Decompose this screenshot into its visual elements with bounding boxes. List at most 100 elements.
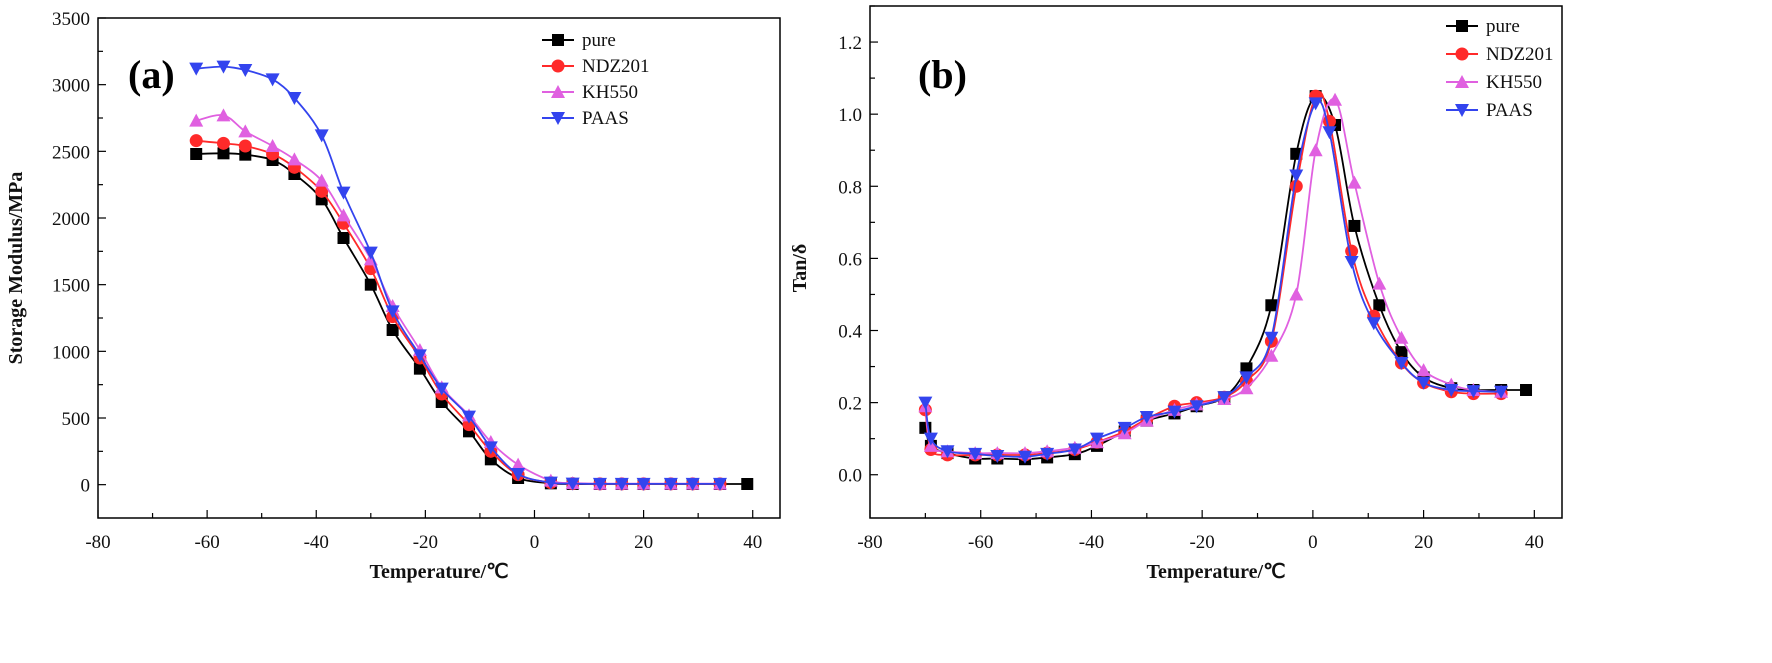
legend-label: PAAS: [1486, 100, 1533, 121]
data-point: [1240, 362, 1253, 375]
data-point: [1264, 331, 1279, 345]
x-tick-label: -20: [413, 532, 438, 553]
x-tick-label: 40: [1525, 532, 1544, 553]
data-point: [543, 476, 558, 490]
data-point: [1067, 443, 1082, 457]
data-point: [565, 477, 580, 491]
panel-b: -80 -60 -40 -20 0 20 40 0.0 0.2 0.4 0.6 0.8 1.0 1.2 Te…: [789, 5, 1563, 583]
data-point: [462, 410, 477, 424]
series-line: [924, 94, 1527, 461]
x-tick-label: -80: [857, 532, 882, 553]
data-point: [238, 64, 253, 77]
data-point: [1345, 244, 1359, 258]
x-tick-label: 40: [743, 532, 762, 553]
y-tick-label: 0.2: [838, 394, 862, 415]
legend-marker: [552, 34, 564, 46]
data-point: [1416, 363, 1431, 377]
y-tick-label: 1000: [52, 342, 90, 363]
data-point: [923, 432, 938, 446]
data-point: [1289, 287, 1304, 301]
data-point: [511, 457, 526, 471]
panel-a: -80 -60 -40 -20 0 20 40 0 500 1000 1500 2000 2500 300…: [5, 9, 781, 583]
legend: pure NDZ201 KH550 PAAS: [1446, 16, 1554, 121]
y-tick-label: 3500: [52, 9, 90, 30]
legend-label: PAAS: [582, 108, 629, 129]
data-point: [511, 468, 526, 481]
y-tick-label: 2000: [52, 209, 90, 230]
data-point: [1308, 97, 1323, 111]
data-point: [189, 113, 204, 127]
data-point: [364, 278, 377, 291]
data-point: [1347, 175, 1362, 189]
data-point: [315, 184, 329, 198]
legend-marker: [1456, 20, 1468, 32]
data-point: [1394, 330, 1409, 344]
series-line: [924, 100, 1502, 458]
data-point: [1395, 346, 1408, 359]
data-point: [1089, 432, 1104, 446]
data-point: [189, 62, 204, 76]
series-ndz201: [189, 134, 727, 491]
y-tick-label: 0.0: [838, 466, 862, 487]
series-paas: [918, 97, 1509, 464]
x-tick-label: -60: [194, 532, 219, 553]
data-point: [940, 445, 955, 459]
y-tick-label: 0.4: [838, 322, 862, 343]
y-axis-title: Tan/δ: [789, 244, 811, 293]
x-tick-label: -40: [304, 532, 329, 553]
data-point: [636, 477, 651, 491]
x-tick-label: -40: [1079, 532, 1104, 553]
data-point: [1139, 411, 1154, 425]
data-point: [1372, 276, 1387, 290]
data-point: [1018, 450, 1033, 464]
panel-tag: (a): [128, 52, 175, 97]
data-point: [314, 173, 329, 187]
x-tick-label: 0: [530, 532, 540, 553]
data-point: [1322, 126, 1337, 140]
y-tick-label: 1500: [52, 276, 90, 297]
data-point: [287, 152, 302, 166]
data-point: [1394, 356, 1409, 370]
legend-label: pure: [1486, 16, 1520, 37]
data-point: [412, 349, 427, 363]
plot-frame: [97, 17, 781, 519]
x-tick-label: 0: [1308, 532, 1318, 553]
y-tick-label: 1.0: [838, 105, 862, 126]
y-tick-label: 500: [62, 409, 91, 430]
data-point: [363, 246, 378, 260]
data-point: [216, 60, 231, 74]
y-tick-label: 0: [81, 476, 91, 497]
data-point: [614, 477, 629, 491]
x-tick-label: -60: [968, 532, 993, 553]
data-point: [1117, 421, 1132, 435]
series-pure: [919, 90, 1533, 466]
x-tick-label: -80: [85, 532, 110, 553]
legend: pure NDZ201 KH550 PAAS: [542, 30, 650, 129]
y-tick-label: 0.6: [838, 249, 862, 270]
data-point: [265, 73, 280, 87]
data-point: [1289, 169, 1304, 183]
data-point: [741, 478, 754, 490]
data-point: [238, 139, 252, 153]
legend-label: KH550: [1486, 72, 1542, 93]
series-line: [196, 65, 720, 485]
data-point: [712, 477, 727, 491]
panel-tag: (b): [918, 52, 967, 97]
data-point: [413, 362, 426, 375]
data-point: [1344, 256, 1359, 269]
data-point: [189, 134, 203, 148]
series-line: [195, 114, 720, 485]
data-point: [1366, 317, 1381, 331]
data-point: [1466, 385, 1481, 399]
legend-label: KH550: [582, 82, 638, 103]
legend-label: pure: [582, 30, 616, 51]
data-point: [1494, 385, 1509, 399]
data-point: [216, 136, 230, 150]
data-point: [663, 477, 678, 491]
data-point: [918, 396, 933, 410]
series-ndz201: [918, 89, 1508, 462]
series-kh550: [918, 92, 1509, 460]
data-point: [592, 477, 607, 491]
data-point: [1373, 299, 1386, 312]
